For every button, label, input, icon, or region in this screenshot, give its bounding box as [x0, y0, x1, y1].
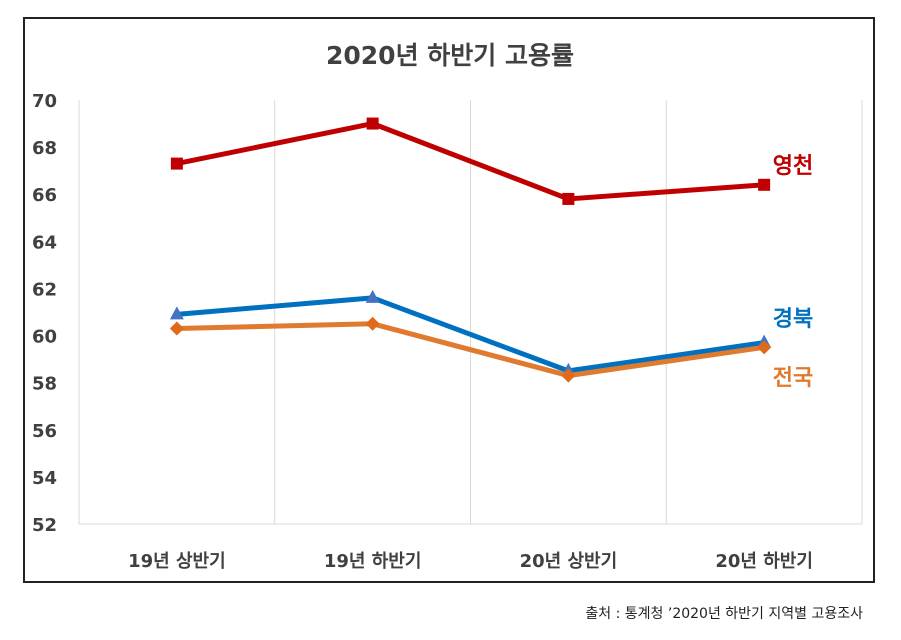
data-point: [365, 316, 380, 331]
y-tick-label: 62: [32, 279, 57, 300]
data-point: [366, 117, 379, 130]
data-point: [170, 157, 183, 170]
x-tick-label: 19년 상반기: [128, 551, 226, 572]
axes: 52 54 56 58 60 62 64 66 68 70 19년 상반기 19년 하반기 20년 상반…: [32, 91, 862, 572]
data-point: [365, 289, 380, 303]
y-tick-label: 52: [32, 515, 57, 536]
chart-frame: [23, 17, 875, 583]
series-line-0: [176, 121, 765, 202]
y-tick-label: 60: [32, 327, 57, 348]
data-point: [757, 340, 772, 355]
data-point: [562, 192, 575, 205]
x-tick-label: 20년 상반기: [520, 551, 618, 572]
series-line-1: [176, 295, 765, 374]
y-tick-label: 68: [32, 138, 57, 159]
data-point: [758, 178, 771, 191]
data-point: [561, 368, 576, 383]
chart-title: 2020년 하반기 고용률: [326, 41, 574, 70]
data-point: [169, 306, 184, 320]
y-tick-label: 56: [32, 421, 57, 442]
series-line-2: [176, 321, 765, 379]
series-label: 전국: [773, 366, 813, 391]
grid-lines: [78, 100, 863, 524]
data-point: [169, 321, 184, 336]
series-lines: [169, 117, 772, 383]
x-tick-label: 20년 하반기: [715, 551, 813, 572]
series-label: 영천: [773, 154, 813, 179]
y-tick-label: 58: [32, 374, 57, 395]
x-tick-label: 19년 하반기: [324, 551, 422, 572]
y-tick-label: 70: [32, 91, 57, 112]
source-note: 출처 : 통계청 ’2020년 하반기 지역별 고용조사: [585, 606, 863, 622]
y-tick-label: 64: [32, 232, 57, 253]
series-label: 경북: [773, 307, 813, 332]
y-tick-label: 66: [32, 185, 57, 206]
y-tick-label: 54: [32, 468, 57, 489]
